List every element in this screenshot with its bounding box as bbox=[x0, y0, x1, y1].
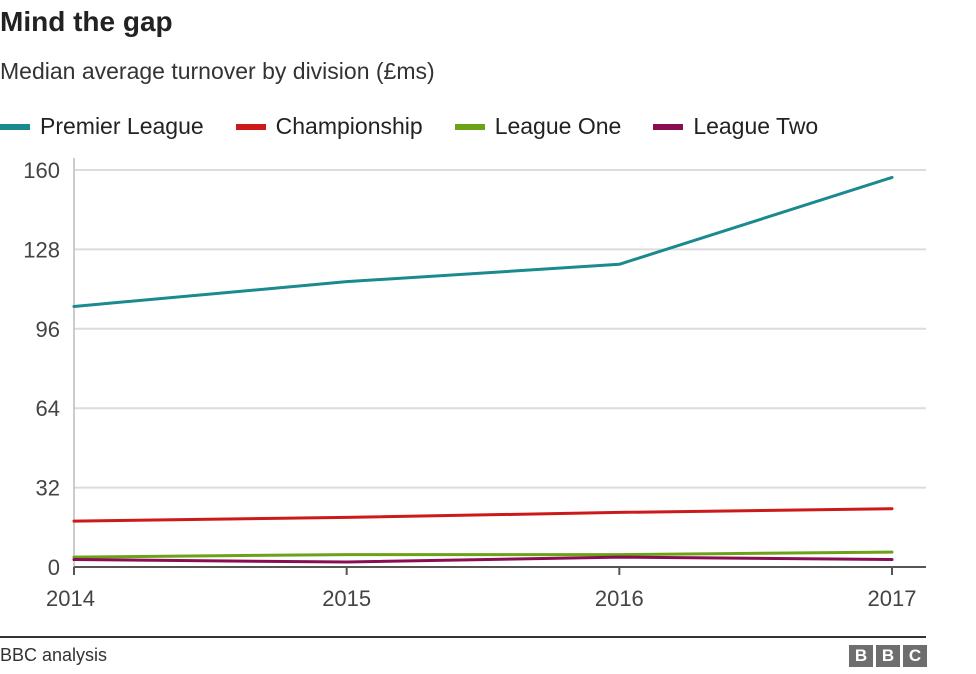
source-text: BBC analysis bbox=[0, 645, 108, 665]
series-line-premier-league bbox=[72, 175, 894, 308]
legend-item-championship: Championship bbox=[235, 113, 423, 140]
series-line-league-one bbox=[72, 550, 894, 559]
legend-swatch bbox=[454, 123, 485, 130]
legend-item-premier-league: Premier League bbox=[0, 113, 204, 140]
x-tick-label: 2015 bbox=[322, 586, 371, 611]
y-tick-label: 32 bbox=[36, 476, 60, 501]
chart-legend: Premier League Championship League One L… bbox=[0, 113, 850, 140]
bbc-logo-block: B bbox=[849, 645, 873, 667]
bbc-logo-block: B bbox=[876, 645, 900, 667]
legend-label: League One bbox=[494, 113, 622, 139]
chart-subtitle: Median average turnover by division (£ms… bbox=[0, 58, 435, 84]
source-divider bbox=[0, 636, 926, 638]
legend-label: Premier League bbox=[40, 113, 204, 139]
chart-title: Mind the gap bbox=[0, 6, 173, 37]
legend-swatch bbox=[0, 123, 30, 130]
y-tick-label: 128 bbox=[23, 237, 60, 262]
y-tick-label: 96 bbox=[36, 317, 60, 342]
series-line-championship bbox=[72, 507, 894, 523]
x-tick-label: 2017 bbox=[868, 586, 917, 611]
bbc-logo: B B C bbox=[846, 645, 927, 667]
legend-swatch bbox=[653, 123, 684, 130]
legend-label: League Two bbox=[693, 113, 819, 139]
y-tick-label: 64 bbox=[36, 396, 60, 421]
y-tick-label: 0 bbox=[48, 555, 60, 580]
x-tick-label: 2016 bbox=[595, 586, 644, 611]
legend-label: Championship bbox=[275, 113, 423, 139]
series-line-league-two bbox=[72, 555, 894, 564]
legend-item-league-one: League One bbox=[454, 113, 622, 140]
x-tick-label: 2014 bbox=[46, 586, 95, 611]
legend-item-league-two: League Two bbox=[653, 113, 818, 140]
legend-swatch bbox=[235, 123, 266, 130]
bbc-logo-block: C bbox=[903, 645, 927, 667]
y-tick-label: 160 bbox=[23, 158, 60, 183]
line-chart: 0 32 64 96 128 160 2014 2015 2016 2017 bbox=[23, 158, 926, 611]
